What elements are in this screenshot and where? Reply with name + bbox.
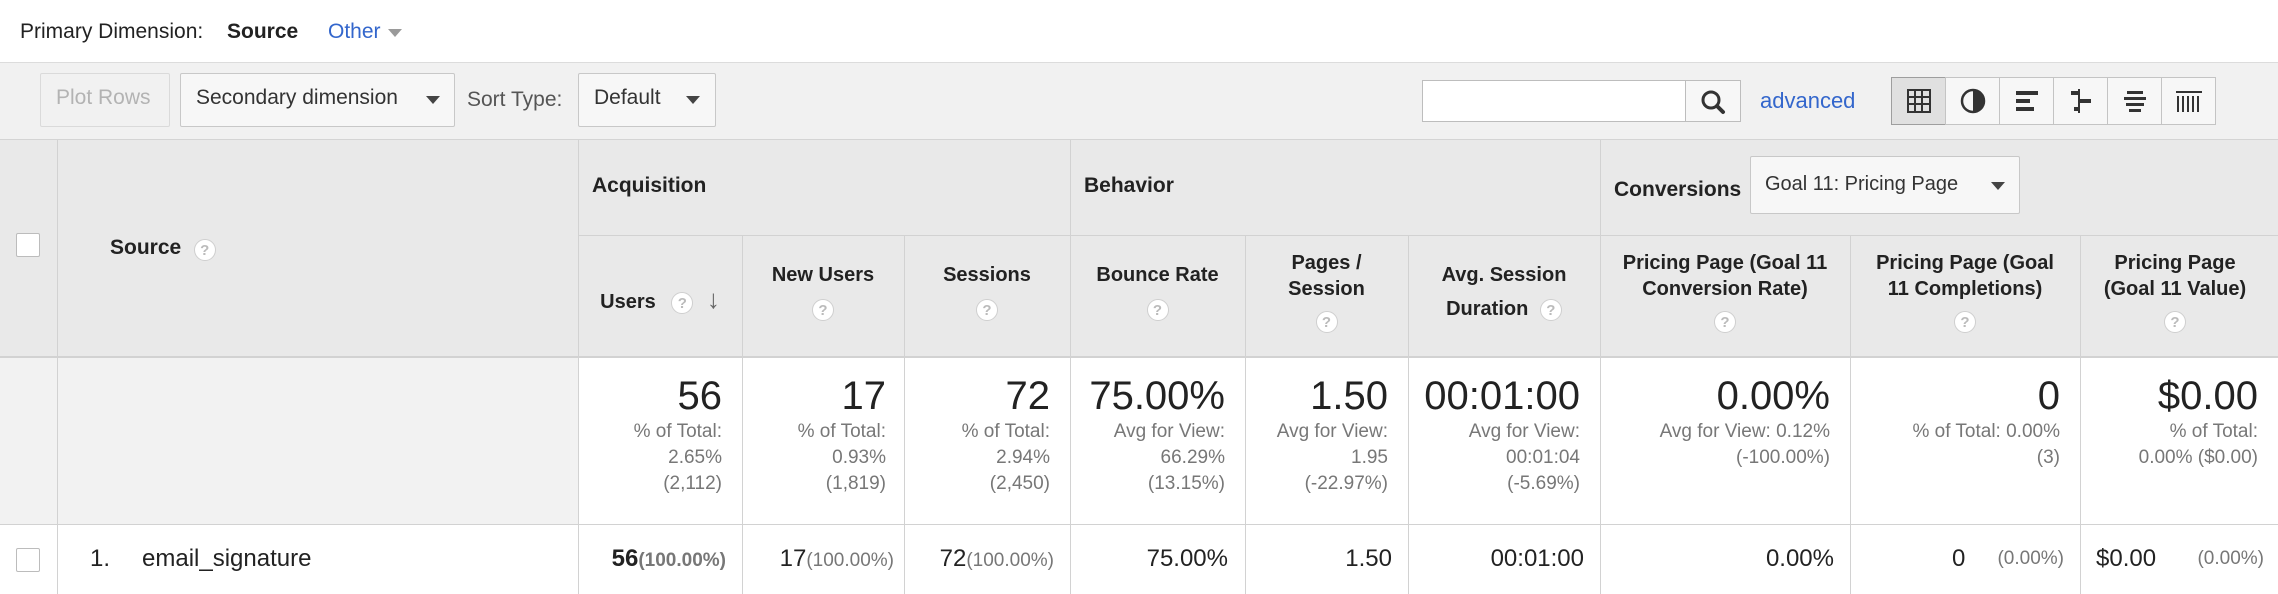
secondary-dimension-dropdown[interactable]: Secondary dimension <box>180 73 455 127</box>
help-icon[interactable]: ? <box>671 291 694 314</box>
report-table: Source ? Acquisition Behavior Conversion… <box>0 140 2278 594</box>
table-row[interactable]: 1. email_signature 56(100.00%) 17(100.00… <box>0 525 2278 594</box>
total-goal-value: $0.00 % of Total: 0.00% ($0.00) <box>2138 374 2258 468</box>
row-source-link[interactable]: email_signature <box>142 545 312 572</box>
plot-rows-label: Plot Rows <box>56 86 151 109</box>
pivot-view-button[interactable] <box>2161 77 2216 125</box>
column-header-goal-conversion-rate[interactable]: Pricing Page (Goal 11 Conversion Rate) ? <box>1622 252 1828 333</box>
secondary-dimension-label: Secondary dimension <box>196 86 398 109</box>
help-icon[interactable]: ? <box>976 298 998 321</box>
help-icon[interactable]: ? <box>193 238 216 261</box>
row-new-users: 17(100.00%) <box>779 545 894 572</box>
goal-selector-value: Goal 11: Pricing Page <box>1765 173 1959 195</box>
term-cloud-view-button[interactable] <box>2107 77 2162 125</box>
row-pages-per-session: 1.50 <box>1345 545 1392 572</box>
column-header-sessions[interactable]: Sessions ? <box>943 264 1031 321</box>
total-avg-session-duration: 00:01:00 Avg for View: 00:01:04 (-5.69%) <box>1424 374 1580 494</box>
row-avg-session-duration: 00:01:00 <box>1490 545 1584 572</box>
row-users: 56(100.00%) <box>611 545 726 572</box>
search-icon <box>1701 90 1725 114</box>
sort-type-dropdown[interactable]: Default <box>578 73 716 127</box>
sort-descending-icon[interactable]: ↓ <box>706 284 720 314</box>
performance-view-button[interactable] <box>1999 77 2054 125</box>
chevron-down-icon <box>686 96 700 104</box>
dimension-header[interactable]: Source ? <box>110 236 216 261</box>
total-sessions: 72 % of Total: 2.94% (2,450) <box>961 374 1050 494</box>
total-users: 56 % of Total: 2.65% (2,112) <box>633 374 722 494</box>
help-icon[interactable]: ? <box>1954 310 1976 333</box>
plot-rows-button[interactable]: Plot Rows <box>40 73 170 127</box>
column-header-goal-value[interactable]: Pricing Page (Goal 11 Value) ? <box>2103 252 2247 333</box>
sort-type-value: Default <box>594 86 661 109</box>
row-bounce-rate: 75.00% <box>1146 545 1228 572</box>
primary-dimension-label: Primary Dimension: <box>20 20 204 43</box>
group-behavior: Behavior <box>1084 174 1174 197</box>
column-header-pages-per-session[interactable]: Pages / Session ? <box>1288 252 1365 333</box>
select-all-checkbox[interactable] <box>16 233 40 257</box>
advanced-filter-link[interactable]: advanced <box>1760 88 1856 113</box>
total-pages-per-session: 1.50 Avg for View: 1.95 (-22.97%) <box>1276 374 1388 494</box>
help-icon[interactable]: ? <box>1714 310 1736 333</box>
column-header-goal-completions[interactable]: Pricing Page (Goal 11 Completions) ? <box>1876 252 2054 333</box>
row-sessions: 72(100.00%) <box>939 545 1054 572</box>
total-goal-conversion-rate: 0.00% Avg for View: 0.12% (-100.00%) <box>1659 374 1830 468</box>
view-switcher <box>1891 77 2216 127</box>
column-header-bounce-rate[interactable]: Bounce Rate ? <box>1096 264 1219 321</box>
primary-dimension-source[interactable]: Source <box>227 20 299 43</box>
column-header-new-users[interactable]: New Users ? <box>771 264 875 321</box>
goal-selector-dropdown[interactable]: Goal 11: Pricing Page <box>1750 156 2020 214</box>
help-icon[interactable]: ? <box>2164 310 2186 333</box>
comparison-view-icon <box>2070 89 2091 113</box>
term-cloud-view-icon <box>2123 91 2146 112</box>
sort-type-label: Sort Type: <box>467 88 563 111</box>
table-toolbar: Plot Rows Secondary dimension Sort Type:… <box>0 63 2278 140</box>
primary-dimension-bar: Primary Dimension: Source Other <box>0 0 2278 63</box>
total-goal-completions: 0 % of Total: 0.00% (3) <box>1912 374 2060 468</box>
primary-dimension-other-link[interactable]: Other <box>328 20 381 43</box>
pie-view-button[interactable] <box>1945 77 2000 125</box>
comparison-view-button[interactable] <box>2053 77 2108 125</box>
pivot-view-icon <box>2175 91 2202 112</box>
total-bounce-rate: 75.00% Avg for View: 66.29% (13.15%) <box>1089 374 1225 494</box>
help-icon[interactable]: ? <box>1539 298 1562 321</box>
chevron-down-icon[interactable] <box>388 29 402 37</box>
group-acquisition: Acquisition <box>592 174 707 197</box>
dimension-header-label: Source <box>110 236 182 259</box>
row-checkbox[interactable] <box>16 548 40 572</box>
total-new-users: 17 % of Total: 0.93% (1,819) <box>797 374 886 494</box>
help-icon[interactable]: ? <box>1146 298 1169 321</box>
row-goal-conversion-rate: 0.00% <box>1765 545 1834 572</box>
row-index: 1. <box>90 545 111 572</box>
search-button[interactable] <box>1686 80 1741 122</box>
help-icon[interactable]: ? <box>1315 310 1338 333</box>
pie-view-icon <box>1960 88 1985 114</box>
table-view-icon <box>1906 89 1931 113</box>
performance-view-icon <box>2015 91 2038 111</box>
group-conversions: Conversions <box>1614 178 1742 201</box>
help-icon[interactable]: ? <box>812 298 834 321</box>
column-header-avg-session-duration[interactable]: Avg. Session Duration ? <box>1441 264 1567 321</box>
table-search-input[interactable] <box>1422 80 1686 122</box>
table-view-button[interactable] <box>1891 77 1946 125</box>
column-header-users[interactable]: Users ? ↓ <box>600 284 720 314</box>
chevron-down-icon <box>1991 182 2005 190</box>
chevron-down-icon <box>426 96 440 104</box>
